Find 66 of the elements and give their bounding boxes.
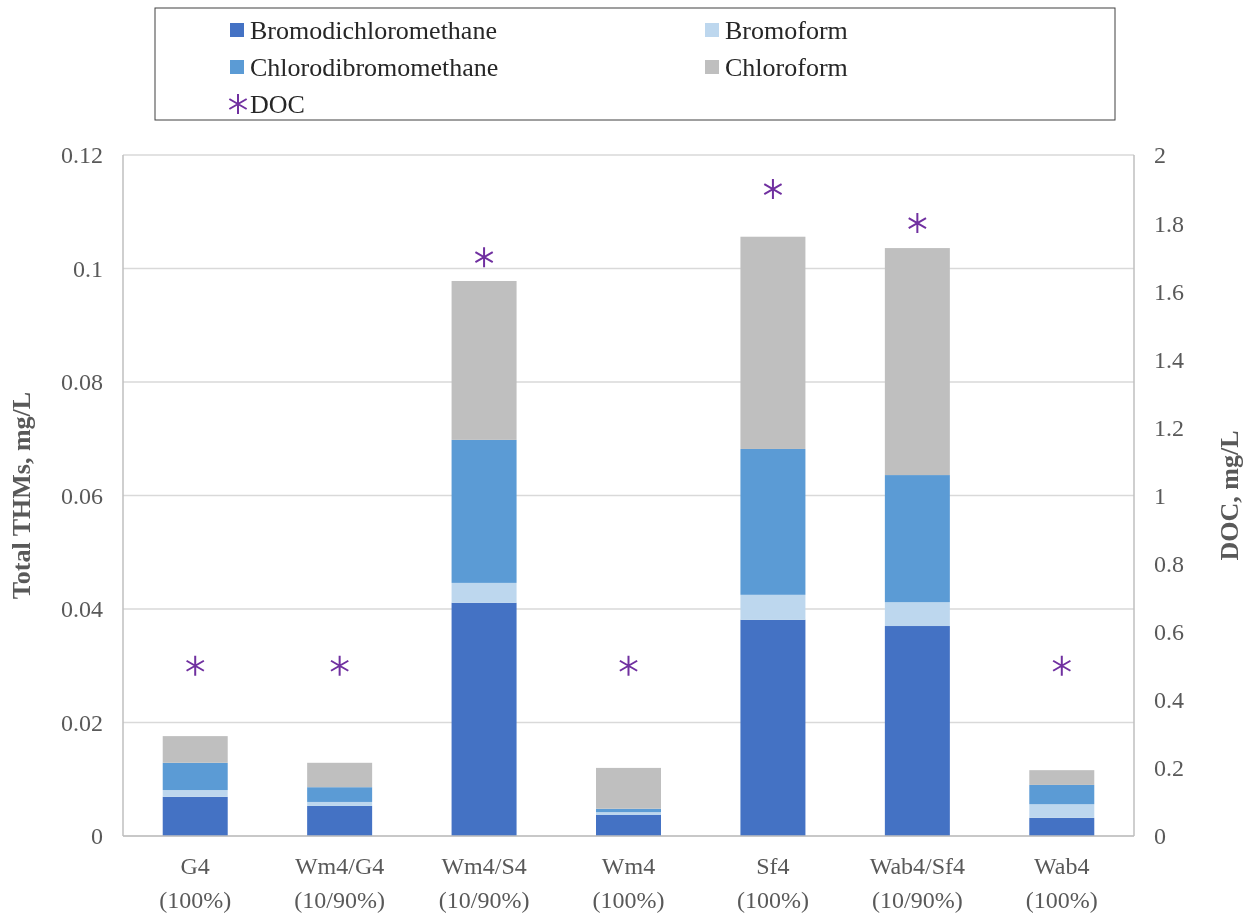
y-axis-title: Total THMs, mg/L [7, 391, 36, 600]
y2-tick-label: 1.4 [1154, 346, 1184, 373]
point [907, 212, 928, 235]
bar [596, 815, 661, 836]
y-tick-label: 0.06 [61, 482, 103, 509]
bar [596, 812, 661, 815]
bar [162, 790, 228, 797]
y-tick-label: 0 [91, 823, 103, 850]
y2-axis-title: DOC, mg/L [1215, 430, 1244, 561]
point [618, 654, 639, 677]
point [185, 654, 205, 677]
bar [451, 280, 517, 440]
y-tick-label: 0.02 [61, 709, 103, 736]
y2-tick-label: 0 [1154, 823, 1166, 850]
bar [307, 787, 373, 802]
bar [162, 762, 228, 791]
bar [307, 805, 373, 836]
x-tick-label: Wab4/Sf4 (10/90%) [869, 853, 966, 913]
y2-tick-label: 1 [1154, 482, 1166, 509]
point [474, 246, 494, 269]
y2-tick-label: 0.8 [1154, 551, 1184, 577]
x-tick-label: Sf4 (100%) [736, 853, 809, 913]
bar [884, 602, 950, 627]
y2-tick-label: 0.6 [1154, 619, 1184, 646]
bar [1029, 770, 1095, 785]
bar [740, 594, 806, 620]
bar [884, 626, 950, 836]
legend-label: Bromodichloromethane [250, 16, 497, 46]
bar [307, 762, 373, 788]
bar [596, 767, 661, 809]
x-tick-label: G4 (100%) [159, 853, 232, 913]
y2-tick-label: 0.2 [1154, 755, 1184, 782]
x-tick-label: Wab4 (100%) [1025, 853, 1098, 913]
bar [740, 448, 806, 595]
legend-label: Chloroform [725, 53, 848, 83]
y2-tick-label: 1.2 [1154, 414, 1184, 441]
y2-tick-label: 1.8 [1154, 210, 1184, 237]
bar [740, 619, 806, 836]
bar [884, 248, 950, 476]
y2-tick-label: 2 [1154, 142, 1166, 169]
bar [451, 582, 517, 603]
bar [740, 236, 806, 449]
bar [884, 475, 950, 603]
y2-tick-label: 1.6 [1154, 278, 1184, 305]
y-tick-label: 0.04 [61, 596, 103, 623]
point [1052, 654, 1072, 677]
legend-label: Bromoform [725, 16, 848, 46]
x-tick-label: Wm4/G4 (10/90%) [294, 853, 385, 913]
y2-tick-label: 0.4 [1154, 687, 1184, 714]
bar [1029, 784, 1095, 805]
x-tick-label: Wm4 (100%) [592, 853, 665, 913]
point [763, 178, 783, 201]
y-tick-label: 0.08 [61, 369, 103, 396]
bar [1029, 817, 1095, 836]
legend-label: DOC [250, 90, 305, 120]
bar [451, 439, 517, 583]
bar [162, 796, 228, 836]
x-tick-label: Wm4/S4 (10/90%) [438, 853, 530, 913]
bar [162, 736, 228, 763]
bar [451, 602, 517, 836]
y-tick-label: 0.1 [73, 255, 103, 282]
y-tick-label: 0.12 [61, 142, 103, 169]
bar [1029, 804, 1095, 818]
point [329, 654, 350, 677]
bar [307, 801, 373, 806]
legend-label: Chlorodibromomethane [250, 53, 499, 83]
